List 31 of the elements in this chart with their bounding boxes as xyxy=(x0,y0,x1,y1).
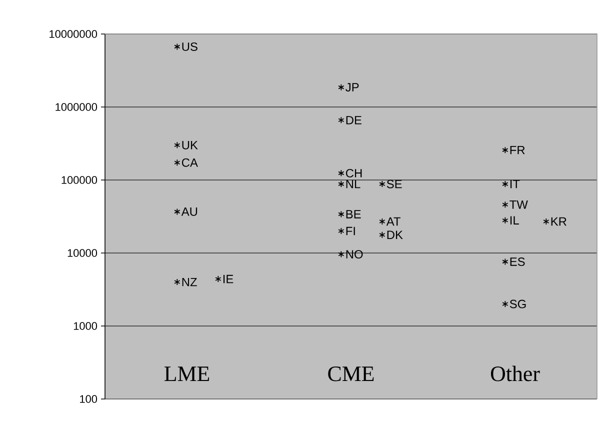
data-label: SE xyxy=(386,180,402,188)
x-tick-label: Other xyxy=(490,366,540,382)
data-label: US xyxy=(182,42,198,51)
y-tick-label: 10000 xyxy=(68,249,98,257)
data-label: CH xyxy=(346,168,362,178)
data-label: DE xyxy=(346,116,362,124)
y-tick-label: 10000000 xyxy=(50,30,98,38)
data-label: AT xyxy=(386,217,400,226)
data-label: TW xyxy=(510,200,528,209)
data-label: FI xyxy=(346,226,355,236)
y-tick-label: 1000 xyxy=(74,322,98,330)
y-tick-label: 100000 xyxy=(62,176,98,184)
data-label: FR xyxy=(510,146,525,154)
data-label: NZ xyxy=(182,278,197,286)
data-label: KR xyxy=(551,217,566,226)
data-label: IE xyxy=(223,274,234,284)
data-label: CA xyxy=(182,158,198,167)
data-label: IL xyxy=(510,216,519,224)
x-tick-label: LME xyxy=(164,366,210,381)
y-tick-label: 1000000 xyxy=(56,103,98,111)
data-label: IT xyxy=(510,180,520,188)
data-label: NL xyxy=(346,180,360,188)
x-tick-label: CME xyxy=(328,366,374,382)
data-label: SG xyxy=(510,300,526,308)
data-label: DK xyxy=(387,230,403,240)
data-label: ES xyxy=(510,257,525,266)
data-label: JP xyxy=(346,83,359,92)
y-tick-label: 100 xyxy=(80,395,98,403)
data-label: UK xyxy=(182,141,198,150)
data-label: BE xyxy=(346,210,361,218)
data-label: AU xyxy=(181,208,198,216)
